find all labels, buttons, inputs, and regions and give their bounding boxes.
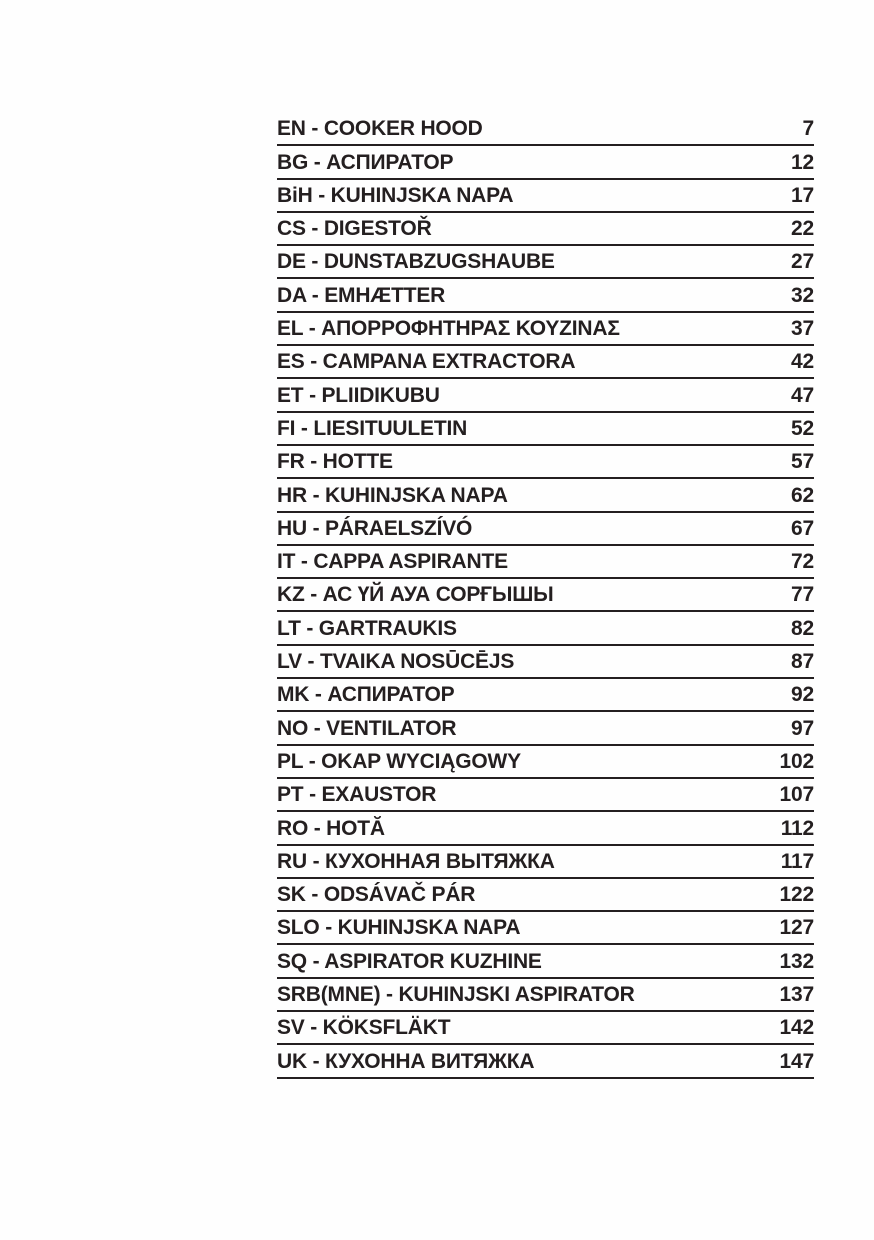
toc-row: UK - КУХОННА ВИТЯЖКА 147 bbox=[277, 1045, 815, 1079]
toc-row: SLO - KUHINJSKA NAPA 127 bbox=[277, 912, 815, 946]
toc-page-number: 32 bbox=[791, 283, 814, 307]
toc-page-number: 102 bbox=[779, 749, 815, 773]
toc-language-label: UK - КУХОННА ВИТЯЖКА bbox=[277, 1049, 535, 1073]
toc-language-label: EN - COOKER HOOD bbox=[277, 117, 483, 141]
toc-language-label: DA - EMHÆTTER bbox=[277, 283, 446, 307]
toc-language-label: PL - OKAP WYCIĄGOWY bbox=[277, 749, 521, 773]
toc-page-number: 137 bbox=[779, 983, 815, 1007]
toc-language-label: RO - HOTĂ bbox=[277, 816, 385, 840]
toc-row: PL - OKAP WYCIĄGOWY 102 bbox=[277, 746, 814, 779]
toc-row: DE - DUNSTABZUGSHAUBE 27 bbox=[277, 246, 814, 280]
toc-language-label: LT - GARTRAUKIS bbox=[277, 616, 457, 640]
toc-page-number: 127 bbox=[779, 916, 815, 940]
toc-page-number: 112 bbox=[780, 816, 814, 840]
toc-language-label: ET - PLIIDIKUBU bbox=[277, 383, 440, 407]
toc-language-label: SQ - ASPIRATOR KUZHINE bbox=[277, 949, 542, 973]
toc-page-number: 82 bbox=[791, 616, 814, 640]
toc-page-number: 77 bbox=[791, 583, 814, 607]
toc-row: ET - PLIIDIKUBU 47 bbox=[277, 379, 814, 413]
toc-language-label: RU - КУХОННАЯ ВЫТЯЖКА bbox=[277, 849, 555, 873]
toc-page-number: 17 bbox=[791, 183, 814, 207]
toc-row: LT - GARTRAUKIS 82 bbox=[277, 612, 814, 646]
toc-page-number: 142 bbox=[779, 1016, 815, 1040]
toc-page-number: 12 bbox=[791, 150, 814, 174]
toc-row: FI - LIESITUULETIN 52 bbox=[277, 413, 814, 446]
toc-page-number: 117 bbox=[780, 849, 814, 873]
toc-list: EN - COOKER HOOD 7 BG - АСПИРАТОР 12 BiH… bbox=[277, 113, 814, 1079]
toc-page-number: 72 bbox=[791, 550, 814, 574]
toc-page-number: 42 bbox=[791, 350, 814, 374]
toc-language-label: SLO - KUHINJSKA NAPA bbox=[277, 916, 521, 940]
toc-language-label: FI - LIESITUULETIN bbox=[277, 416, 468, 440]
toc-row: EL - ΑΠΟΡΡΟΦΗΤΗΡΑΣ ΚΟΥΖΙΝΑΣ 37 bbox=[277, 313, 814, 347]
toc-language-label: SRB(MNE) - KUHINJSKI ASPIRATOR bbox=[277, 983, 635, 1007]
toc-row: KZ - АС ҮЙ АУА СОРҒЫШЫ 77 bbox=[277, 579, 814, 613]
toc-row: EN - COOKER HOOD 7 bbox=[277, 113, 815, 147]
toc-page-number: 22 bbox=[791, 217, 814, 241]
toc-language-label: HR - KUHINJSKA NAPA bbox=[277, 483, 508, 507]
toc-page-number: 57 bbox=[791, 450, 814, 474]
toc-language-label: SV - KÖKSFLÄKT bbox=[277, 1016, 451, 1040]
toc-page-number: 37 bbox=[791, 317, 814, 341]
toc-page-number: 122 bbox=[779, 883, 815, 907]
toc-language-label: BG - АСПИРАТОР bbox=[277, 150, 454, 174]
toc-language-label: BiH - KUHINJSKA NAPA bbox=[277, 183, 514, 207]
toc-row: NO - VENTILATOR 97 bbox=[277, 712, 814, 746]
toc-page-number: 147 bbox=[779, 1049, 815, 1073]
toc-page-number: 87 bbox=[791, 650, 814, 674]
toc-page-number: 107 bbox=[779, 783, 815, 807]
toc-row: RU - КУХОННАЯ ВЫТЯЖКА 117 bbox=[277, 846, 814, 879]
toc-language-label: SK - ODSÁVAČ PÁR bbox=[277, 883, 476, 907]
toc-page-number: 27 bbox=[791, 250, 814, 274]
toc-row: SRB(MNE) - KUHINJSKI ASPIRATOR 137 bbox=[277, 979, 815, 1013]
toc-language-label: DE - DUNSTABZUGSHAUBE bbox=[277, 250, 555, 274]
toc-row: DA - EMHÆTTER 32 bbox=[277, 279, 814, 313]
toc-row: BG - АСПИРАТОР 12 bbox=[277, 146, 814, 180]
toc-row: HU - PÁRAELSZÍVÓ 67 bbox=[277, 513, 814, 546]
toc-row: SQ - ASPIRATOR KUZHINE 132 bbox=[277, 945, 815, 979]
toc-language-label: HU - PÁRAELSZÍVÓ bbox=[277, 516, 473, 540]
toc-row: RO - HOTĂ 112 bbox=[277, 812, 814, 846]
toc-row: LV - TVAIKA NOSŪCĒJS 87 bbox=[277, 646, 814, 680]
toc-row: ES - CAMPANA EXTRACTORA 42 bbox=[277, 346, 814, 380]
toc-page-number: 62 bbox=[791, 483, 814, 507]
toc-row: SK - ODSÁVAČ PÁR 122 bbox=[277, 879, 815, 913]
toc-page-number: 47 bbox=[791, 383, 814, 407]
toc-language-label: EL - ΑΠΟΡΡΟΦΗΤΗΡΑΣ ΚΟΥΖΙΝΑΣ bbox=[277, 317, 620, 341]
toc-language-label: ES - CAMPANA EXTRACTORA bbox=[277, 350, 576, 374]
toc-language-label: IT - CAPPA ASPIRANTE bbox=[277, 550, 508, 574]
toc-page-number: 97 bbox=[791, 716, 814, 740]
toc-language-label: KZ - АС ҮЙ АУА СОРҒЫШЫ bbox=[277, 583, 554, 607]
toc-row: BiH - KUHINJSKA NAPA 17 bbox=[277, 180, 814, 213]
toc-row: IT - CAPPA ASPIRANTE 72 bbox=[277, 546, 814, 580]
toc-page-number: 52 bbox=[791, 416, 814, 440]
toc-language-label: CS - DIGESTOŘ bbox=[277, 217, 432, 241]
toc-language-label: PT - EXAUSTOR bbox=[277, 783, 437, 807]
toc-page-number: 67 bbox=[791, 516, 814, 540]
toc-page-number: 132 bbox=[779, 949, 815, 973]
toc-row: MK - АСПИРАТОР 92 bbox=[277, 679, 814, 713]
toc-language-label: LV - TVAIKA NOSŪCĒJS bbox=[277, 650, 515, 674]
toc-page-number: 92 bbox=[791, 683, 814, 707]
toc-language-label: FR - HOTTE bbox=[277, 450, 393, 474]
toc-language-label: NO - VENTILATOR bbox=[277, 716, 457, 740]
toc-row: CS - DIGESTOŘ 22 bbox=[277, 213, 814, 247]
toc-row: SV - KÖKSFLÄKT 142 bbox=[277, 1012, 815, 1046]
toc-row: PT - EXAUSTOR 107 bbox=[277, 779, 815, 813]
toc-page-number: 7 bbox=[802, 117, 815, 141]
toc-row: FR - HOTTE 57 bbox=[277, 446, 814, 480]
toc-row: HR - KUHINJSKA NAPA 62 bbox=[277, 479, 814, 513]
toc-language-label: MK - АСПИРАТОР bbox=[277, 683, 455, 707]
